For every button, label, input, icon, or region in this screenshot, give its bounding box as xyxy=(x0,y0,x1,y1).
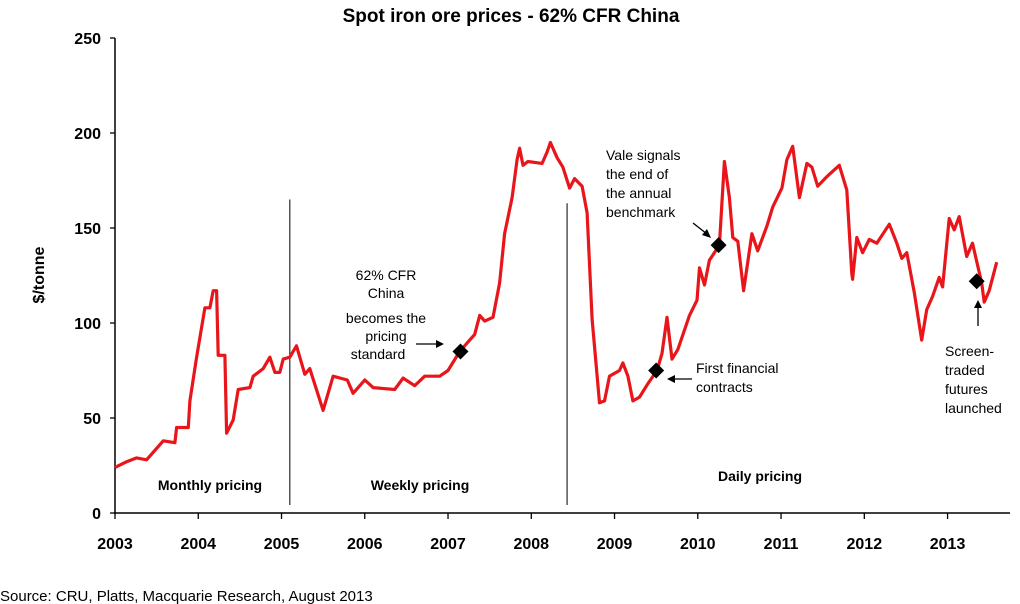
x-tick-label: 2011 xyxy=(764,536,799,553)
x-tick-label: 2004 xyxy=(180,536,216,553)
annotation-text: launched xyxy=(945,400,1002,416)
event-markers xyxy=(452,237,985,379)
price-series-line xyxy=(114,140,999,469)
x-tick-label: 2006 xyxy=(347,536,383,553)
annotation-text: becomes the xyxy=(346,310,426,326)
arrowhead-icon xyxy=(667,375,675,383)
diamond-marker-icon xyxy=(648,362,665,379)
annotation-vale-benchmark: Vale signals the end of the annual bench… xyxy=(606,147,711,238)
period-label-daily: Daily pricing xyxy=(718,468,802,484)
diamond-marker-icon xyxy=(452,343,469,360)
annotation-text: Vale signals xyxy=(606,147,680,163)
y-tick-label: 250 xyxy=(74,31,101,48)
annotation-text: standard xyxy=(351,346,405,362)
x-tick-label: 2007 xyxy=(430,536,466,553)
annotation-pricing-standard: 62% CFR China becomes the pricing standa… xyxy=(346,267,444,362)
y-tick-label: 0 xyxy=(92,506,101,523)
y-tick-label: 50 xyxy=(83,411,101,428)
x-ticks: 2003 2004 2005 2006 2007 2008 2009 2010 2011 2012… xyxy=(97,513,965,553)
period-dividers xyxy=(289,199,568,505)
source-note: Source: CRU, Platts, Macquarie Research,… xyxy=(0,588,373,604)
y-tick-label: 100 xyxy=(74,316,101,333)
x-tick-label: 2013 xyxy=(930,536,966,553)
annotation-text: 62% CFR xyxy=(356,267,417,283)
arrowhead-icon xyxy=(974,300,982,308)
annotation-text: China xyxy=(368,285,405,301)
x-tick-label: 2005 xyxy=(264,536,300,553)
diamond-marker-icon xyxy=(710,237,727,254)
annotation-text: pricing xyxy=(365,328,406,344)
y-tick-label: 150 xyxy=(74,221,101,238)
annotation-first-financial-contracts: First financial contracts xyxy=(667,360,778,395)
y-ticks: 0 50 100 150 200 250 xyxy=(74,31,115,523)
x-tick-label: 2008 xyxy=(513,536,549,553)
annotation-text: Screen- xyxy=(945,343,994,359)
x-tick-label: 2012 xyxy=(847,536,883,553)
annotation-text: contracts xyxy=(696,379,753,395)
x-tick-label: 2010 xyxy=(680,536,716,553)
y-axis-label: $/tonne xyxy=(31,246,48,303)
diamond-marker-icon xyxy=(968,273,985,290)
x-tick-label: 2009 xyxy=(597,536,633,553)
annotation-text: First financial xyxy=(696,360,778,376)
axes xyxy=(114,38,1010,514)
annotation-text: futures xyxy=(945,381,988,397)
annotation-text: the end of xyxy=(606,166,668,182)
annotation-text: traded xyxy=(945,362,985,378)
period-label-monthly: Monthly pricing xyxy=(158,477,262,493)
y-tick-label: 200 xyxy=(74,126,101,143)
annotation-screen-traded-futures: Screen- traded futures launched xyxy=(945,300,1002,416)
arrowhead-icon xyxy=(436,340,444,348)
annotation-text: the annual xyxy=(606,185,671,201)
annotation-text: benchmark xyxy=(606,204,676,220)
arrowhead-icon xyxy=(702,229,711,238)
chart-title: Spot iron ore prices - 62% CFR China xyxy=(343,6,680,27)
x-tick-label: 2003 xyxy=(97,536,133,553)
period-label-weekly: Weekly pricing xyxy=(371,477,470,493)
